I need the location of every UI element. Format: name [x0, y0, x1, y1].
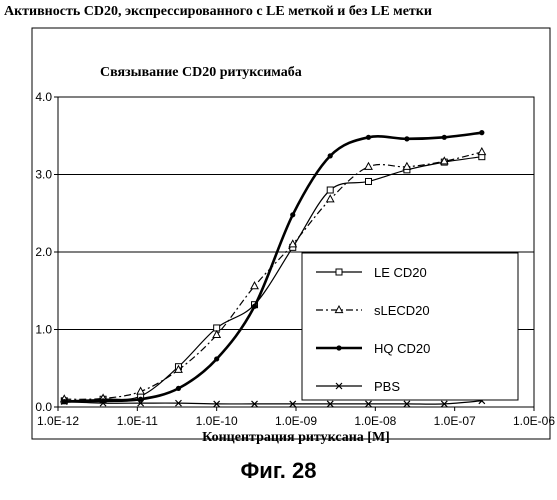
x-tick-label: 1.0E-08 [354, 414, 396, 428]
data-point [290, 212, 295, 217]
chart: Связывание CD20 ритуксимаба 0.0 1.0 2.0 3.0… [0, 0, 557, 455]
data-point [252, 304, 257, 309]
legend: LE CD20 sLECD20 HQ CD20 PBS [302, 253, 518, 400]
y-tick-label: 0.0 [35, 400, 52, 414]
y-tick-label: 3.0 [35, 168, 52, 182]
y-tick-label: 4.0 [35, 90, 52, 104]
data-point [442, 135, 447, 140]
data-point [365, 178, 371, 184]
x-tick-label: 1.0E-07 [434, 414, 476, 428]
figure-caption: Фиг. 28 [0, 458, 557, 484]
x-tick-label: 1.0E-11 [117, 414, 158, 428]
y-tick-label: 1.0 [35, 323, 52, 337]
data-point [176, 386, 181, 391]
x-tick-label: 1.0E-10 [196, 414, 238, 428]
data-point [479, 130, 484, 135]
legend-marker [336, 345, 341, 350]
data-point [404, 136, 409, 141]
legend-label: PBS [374, 379, 400, 394]
data-point [214, 356, 219, 361]
legend-label: HQ CD20 [374, 341, 430, 356]
plot-title: Связывание CD20 ритуксимаба [100, 65, 302, 80]
x-tick-label: 1.0E-12 [37, 414, 79, 428]
data-point [327, 187, 333, 193]
legend-marker [336, 269, 342, 275]
x-tick-label: 1.0E-09 [275, 414, 317, 428]
data-point [328, 153, 333, 158]
x-tick-label: 1.0E-06 [513, 414, 555, 428]
y-tick-label: 2.0 [35, 245, 52, 259]
x-axis-label: Концентрация ритуксана [M] [202, 430, 390, 445]
legend-label: sLECD20 [374, 303, 430, 318]
data-point [366, 135, 371, 140]
legend-label: LE CD20 [374, 265, 427, 280]
